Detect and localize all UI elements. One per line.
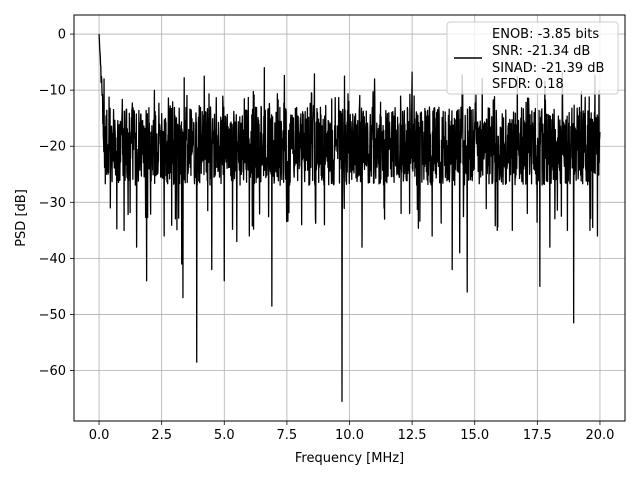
legend-snr: SNR: -21.34 dB xyxy=(492,44,590,59)
x-tick-label: 7.5 xyxy=(277,428,298,443)
x-tick-label: 17.5 xyxy=(523,428,552,443)
x-axis: 0.0 2.5 5.0 7.5 10.0 12.5 15.0 17.5 20.0 xyxy=(89,421,614,443)
x-tick-label: 0.0 xyxy=(89,428,110,443)
y-tick-label: −40 xyxy=(39,252,66,267)
x-tick-label: 12.5 xyxy=(398,428,427,443)
x-tick-label: 15.0 xyxy=(460,428,489,443)
legend-enob: ENOB: -3.85 bits xyxy=(492,27,599,42)
psd-series-line xyxy=(98,34,601,403)
y-axis-label: PSD [dB] xyxy=(14,189,29,247)
legend: ENOB: -3.85 bits SNR: -21.34 dB SINAD: -… xyxy=(446,21,619,95)
x-tick-label: 10.0 xyxy=(335,428,364,443)
x-tick-label: 2.5 xyxy=(151,428,172,443)
y-tick-label: −60 xyxy=(39,364,66,379)
legend-sinad: SINAD: -21.39 dB xyxy=(492,61,604,76)
legend-sfdr: SFDR: 0.18 xyxy=(492,77,564,92)
x-axis-label: Frequency [MHz] xyxy=(295,451,404,466)
x-tick-label: 20.0 xyxy=(585,428,614,443)
y-tick-label: −50 xyxy=(39,308,66,323)
y-axis: 0 −10 −20 −30 −40 −50 −60 xyxy=(39,28,74,379)
y-tick-label: −10 xyxy=(39,84,66,99)
y-tick-label: 0 xyxy=(58,28,66,43)
plot-area xyxy=(98,34,601,403)
y-tick-label: −20 xyxy=(39,140,66,155)
legend-box xyxy=(446,21,619,95)
y-tick-label: −30 xyxy=(39,196,66,211)
x-tick-label: 5.0 xyxy=(214,428,235,443)
